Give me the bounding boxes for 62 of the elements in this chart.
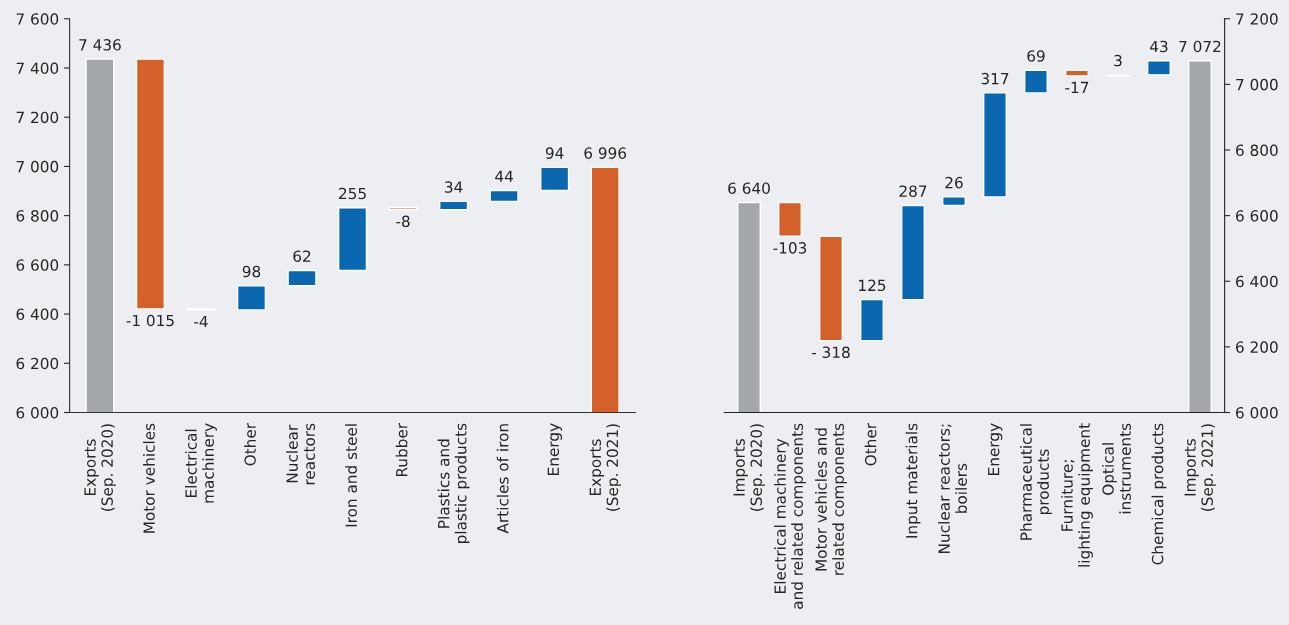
x-tick-label: Imports (Sep. 2020)	[733, 424, 765, 511]
y-tick-label: 7 600	[16, 13, 59, 25]
data-label: -1 015	[126, 314, 174, 327]
data-label: 7 072	[1179, 40, 1221, 53]
y2-tick-label: 6 000	[1236, 406, 1278, 419]
data-label: 26	[945, 176, 963, 189]
x-tick-label: Input materials	[905, 423, 921, 538]
x-tick-label: Electrical machinery	[185, 423, 217, 503]
x-tick-label: Nuclear reactors	[286, 423, 315, 485]
data-label: 34	[445, 181, 463, 193]
data-label: -17	[1065, 81, 1089, 94]
data-label: 62	[293, 250, 311, 262]
x-tick-label: Imports (Sep. 2021)	[1184, 424, 1216, 511]
data-label: -8	[396, 215, 410, 228]
x-tick-label: Motor vehicles and related components	[815, 423, 847, 575]
x-tick-label: Other	[244, 422, 256, 466]
data-label: 7 436	[79, 39, 121, 51]
data-label: 43	[1149, 40, 1168, 53]
data-label: 69	[1027, 50, 1045, 62]
x-tick-label: Optical instruments	[1102, 423, 1131, 514]
x-tick-label: Motor vehicles	[143, 423, 155, 533]
data-label: -103	[773, 242, 807, 254]
x-tick-label: Exports (Sep. 2020)	[84, 424, 116, 511]
data-label: 287	[899, 185, 927, 197]
y-tick-label: 6 200	[16, 357, 59, 370]
y-tick-label: 7 400	[16, 62, 59, 74]
y-tick-label: 6 000	[16, 406, 59, 419]
x-tick-label: Articles of iron	[496, 424, 509, 534]
y-tick-label: 6 800	[16, 210, 59, 222]
data-label: - 318	[811, 346, 850, 359]
data-label: 94	[545, 147, 564, 159]
y2-tick-label: 6 800	[1236, 144, 1278, 157]
data-label: 98	[242, 265, 261, 278]
data-label: 3	[1114, 54, 1122, 67]
data-label: 317	[981, 72, 1009, 85]
x-tick-label: Pharmaceutical products	[1020, 424, 1052, 540]
y2-tick-label: 6 200	[1236, 341, 1278, 353]
y-tick-label: 7 000	[16, 160, 59, 173]
y2-tick-label: 6 600	[1236, 210, 1278, 222]
x-tick-label: Energy	[547, 423, 563, 475]
y2-tick-label: 7 000	[1236, 78, 1278, 91]
x-tick-label: Other	[864, 422, 877, 466]
data-label: -4	[194, 315, 208, 328]
y-tick-label: 7 200	[16, 111, 59, 124]
x-tick-label: Furniture; lighting equipment	[1061, 423, 1093, 567]
data-label: 255	[339, 187, 366, 200]
y2-tick-label: 6 400	[1236, 275, 1278, 288]
x-tick-label: Plastics and plastic products	[437, 423, 470, 543]
x-tick-label: Iron and steel	[345, 424, 357, 527]
y2-tick-label: 7 200	[1236, 13, 1278, 25]
x-tick-label: Nuclear reactors; boilers	[938, 424, 967, 553]
y-tick-label: 6 400	[16, 308, 59, 321]
data-label: 6 640	[728, 182, 770, 194]
data-label: 44	[495, 170, 513, 182]
x-tick-label: Chemical products	[1151, 423, 1167, 565]
data-label: 125	[859, 279, 886, 292]
y-tick-label: 6 600	[16, 259, 59, 271]
x-tick-label: Energy	[988, 423, 1003, 475]
x-tick-label: Rubber	[395, 422, 408, 477]
x-tick-label: Electrical machinery and related components	[774, 423, 806, 609]
data-label: 6 996	[584, 147, 627, 159]
x-tick-label: Exports (Sep. 2021)	[589, 424, 622, 511]
